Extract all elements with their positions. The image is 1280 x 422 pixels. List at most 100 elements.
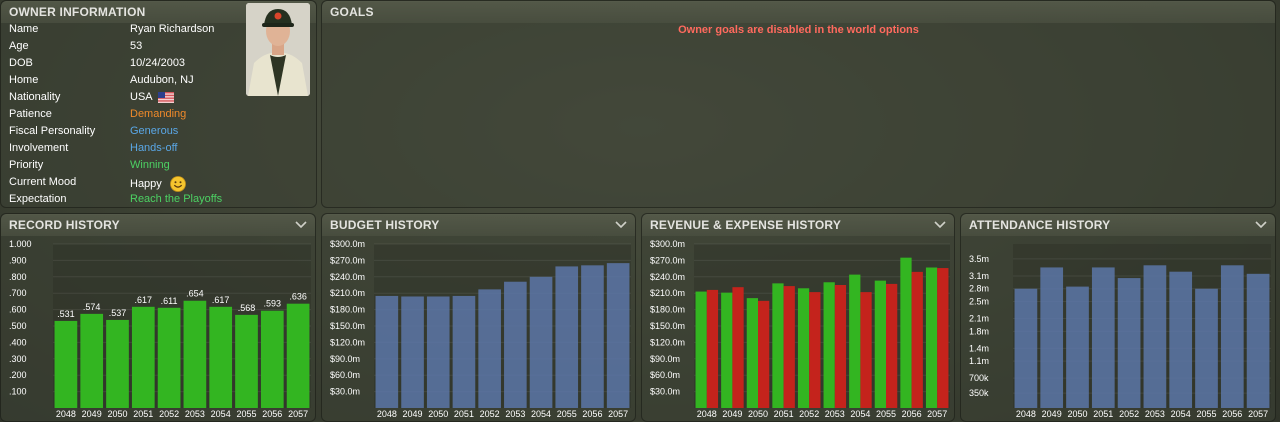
bar-data-label: .593	[264, 299, 282, 309]
owner-field-label: Nationality	[9, 91, 61, 103]
bar	[1014, 288, 1038, 408]
bar	[426, 296, 450, 408]
bar-red	[706, 289, 719, 408]
budget-chevron-down-icon[interactable]	[615, 220, 627, 230]
bar-red	[886, 283, 898, 408]
y-tick-label: $120.0m	[330, 337, 365, 347]
bar-green	[746, 298, 758, 408]
bar-data-label: .574	[83, 302, 101, 312]
x-tick-label: 2057	[927, 409, 947, 419]
owner-field-label: Expectation	[9, 193, 67, 205]
y-tick-label: $210.0m	[650, 288, 685, 298]
y-tick-label: 1.000	[9, 239, 32, 249]
y-tick-label: 700k	[969, 373, 989, 383]
bar-data-label: .537	[109, 308, 127, 318]
y-tick-label: $270.0m	[650, 255, 685, 265]
bar	[1246, 273, 1270, 408]
owner-field-label: DOB	[9, 57, 33, 69]
budget-history-chart: $300.0m $270.0m $240.0m $210.0m $180.0m $150.…	[330, 239, 631, 419]
y-tick-label: .500	[9, 321, 27, 331]
x-tick-label: 2052	[1119, 409, 1139, 419]
revenue-expense-history-title: REVENUE & EXPENSE HISTORY	[650, 218, 842, 232]
y-tick-label: 1.8m	[969, 326, 989, 336]
bar	[1169, 271, 1193, 408]
owner-field-label: Priority	[9, 159, 44, 171]
y-tick-label: .400	[9, 337, 27, 347]
x-tick-label: 2048	[377, 409, 397, 419]
y-tick-label: $240.0m	[330, 272, 365, 282]
x-tick-label: 2054	[850, 409, 870, 419]
bar	[1066, 286, 1089, 408]
x-tick-label: 2054	[1171, 409, 1191, 419]
y-tick-label: 350k	[969, 388, 989, 398]
bar	[1117, 278, 1141, 408]
revenue-expense-history-chart: $300.0m $270.0m $240.0m $210.0m $180.0m $150.…	[650, 239, 950, 419]
bar	[581, 265, 604, 408]
owner-portrait-icon	[246, 3, 310, 96]
y-tick-label: $60.0m	[650, 370, 680, 380]
y-tick-label: $180.0m	[650, 305, 685, 315]
owner-header-bar	[1, 1, 316, 23]
y-tick-label: $150.0m	[330, 321, 365, 331]
bar-red	[911, 271, 923, 408]
revexp-chevron-down-icon[interactable]	[934, 220, 946, 230]
x-tick-label: 2051	[454, 409, 474, 419]
y-tick-label: 1.1m	[969, 356, 989, 366]
x-tick-label: 2057	[288, 409, 308, 419]
owner-field-value-text: Demanding	[130, 108, 187, 120]
bar-data-label: .617	[135, 295, 153, 305]
x-tick-label: 2056	[262, 409, 282, 419]
x-tick-label: 2057	[608, 409, 628, 419]
bar-green	[797, 288, 810, 408]
bar-data-label: .654	[186, 289, 204, 299]
x-tick-label: 2054	[531, 409, 551, 419]
owner-field-value: Hands-off	[130, 142, 178, 154]
owner-field-value: Audubon, NJ	[130, 74, 194, 86]
goals-panel: GOALS Owner goals are disabled in the wo…	[321, 0, 1276, 208]
goals-header-bar	[322, 1, 1275, 23]
y-tick-label: $270.0m	[330, 255, 365, 265]
owner-field-label: Involvement	[9, 142, 69, 154]
x-tick-label: 2050	[1067, 409, 1087, 419]
bar	[478, 289, 501, 408]
owner-field-value-text: Reach the Playoffs	[130, 193, 223, 205]
owner-field-value: USA	[130, 91, 174, 103]
bar	[106, 319, 129, 408]
bar-red	[834, 285, 847, 408]
attend-chevron-down-icon[interactable]	[1255, 220, 1267, 230]
y-tick-label: $120.0m	[650, 337, 685, 347]
y-tick-label: 1.4m	[969, 343, 989, 353]
owner-field-value-text: Ryan Richardson	[130, 23, 215, 35]
attendance-history-chart: 3.5m 3.1m 2.8m 2.5m 2.1m 1.8m 1.4m 1.1m 700k 350k…	[969, 244, 1271, 419]
revexp-header-bar	[642, 214, 954, 236]
x-tick-label: 2050	[107, 409, 127, 419]
x-tick-label: 2053	[505, 409, 525, 419]
bar	[260, 310, 284, 408]
y-tick-label: $210.0m	[330, 288, 365, 298]
goals-disabled-message: Owner goals are disabled in the world op…	[678, 24, 919, 36]
x-tick-label: 2055	[876, 409, 896, 419]
owner-field-value-text: Hands-off	[130, 142, 178, 154]
bar	[606, 263, 630, 408]
goals-panel-title: GOALS	[330, 5, 374, 19]
bar-green	[772, 283, 784, 408]
bar-green	[823, 282, 835, 408]
y-tick-label: $240.0m	[650, 272, 685, 282]
owner-field-value: Happy	[130, 176, 186, 192]
bar	[209, 306, 233, 408]
y-tick-label: .600	[9, 305, 27, 315]
bar-data-label: .617	[212, 295, 230, 305]
owner-field-value-text: Audubon, NJ	[130, 74, 194, 86]
x-tick-label: 2053	[1145, 409, 1165, 419]
bar-green	[900, 257, 912, 408]
y-tick-label: $90.0m	[650, 354, 680, 364]
bar-data-label: .531	[57, 309, 75, 319]
x-tick-label: 2057	[1248, 409, 1268, 419]
bar	[1195, 288, 1218, 408]
owner-field-value-text: Winning	[130, 159, 170, 171]
record-chevron-down-icon[interactable]	[295, 220, 307, 230]
owner-field-value: Demanding	[130, 108, 186, 120]
x-tick-label: 2055	[557, 409, 577, 419]
y-tick-label: .300	[9, 354, 27, 364]
bar-data-label: .636	[289, 292, 307, 302]
